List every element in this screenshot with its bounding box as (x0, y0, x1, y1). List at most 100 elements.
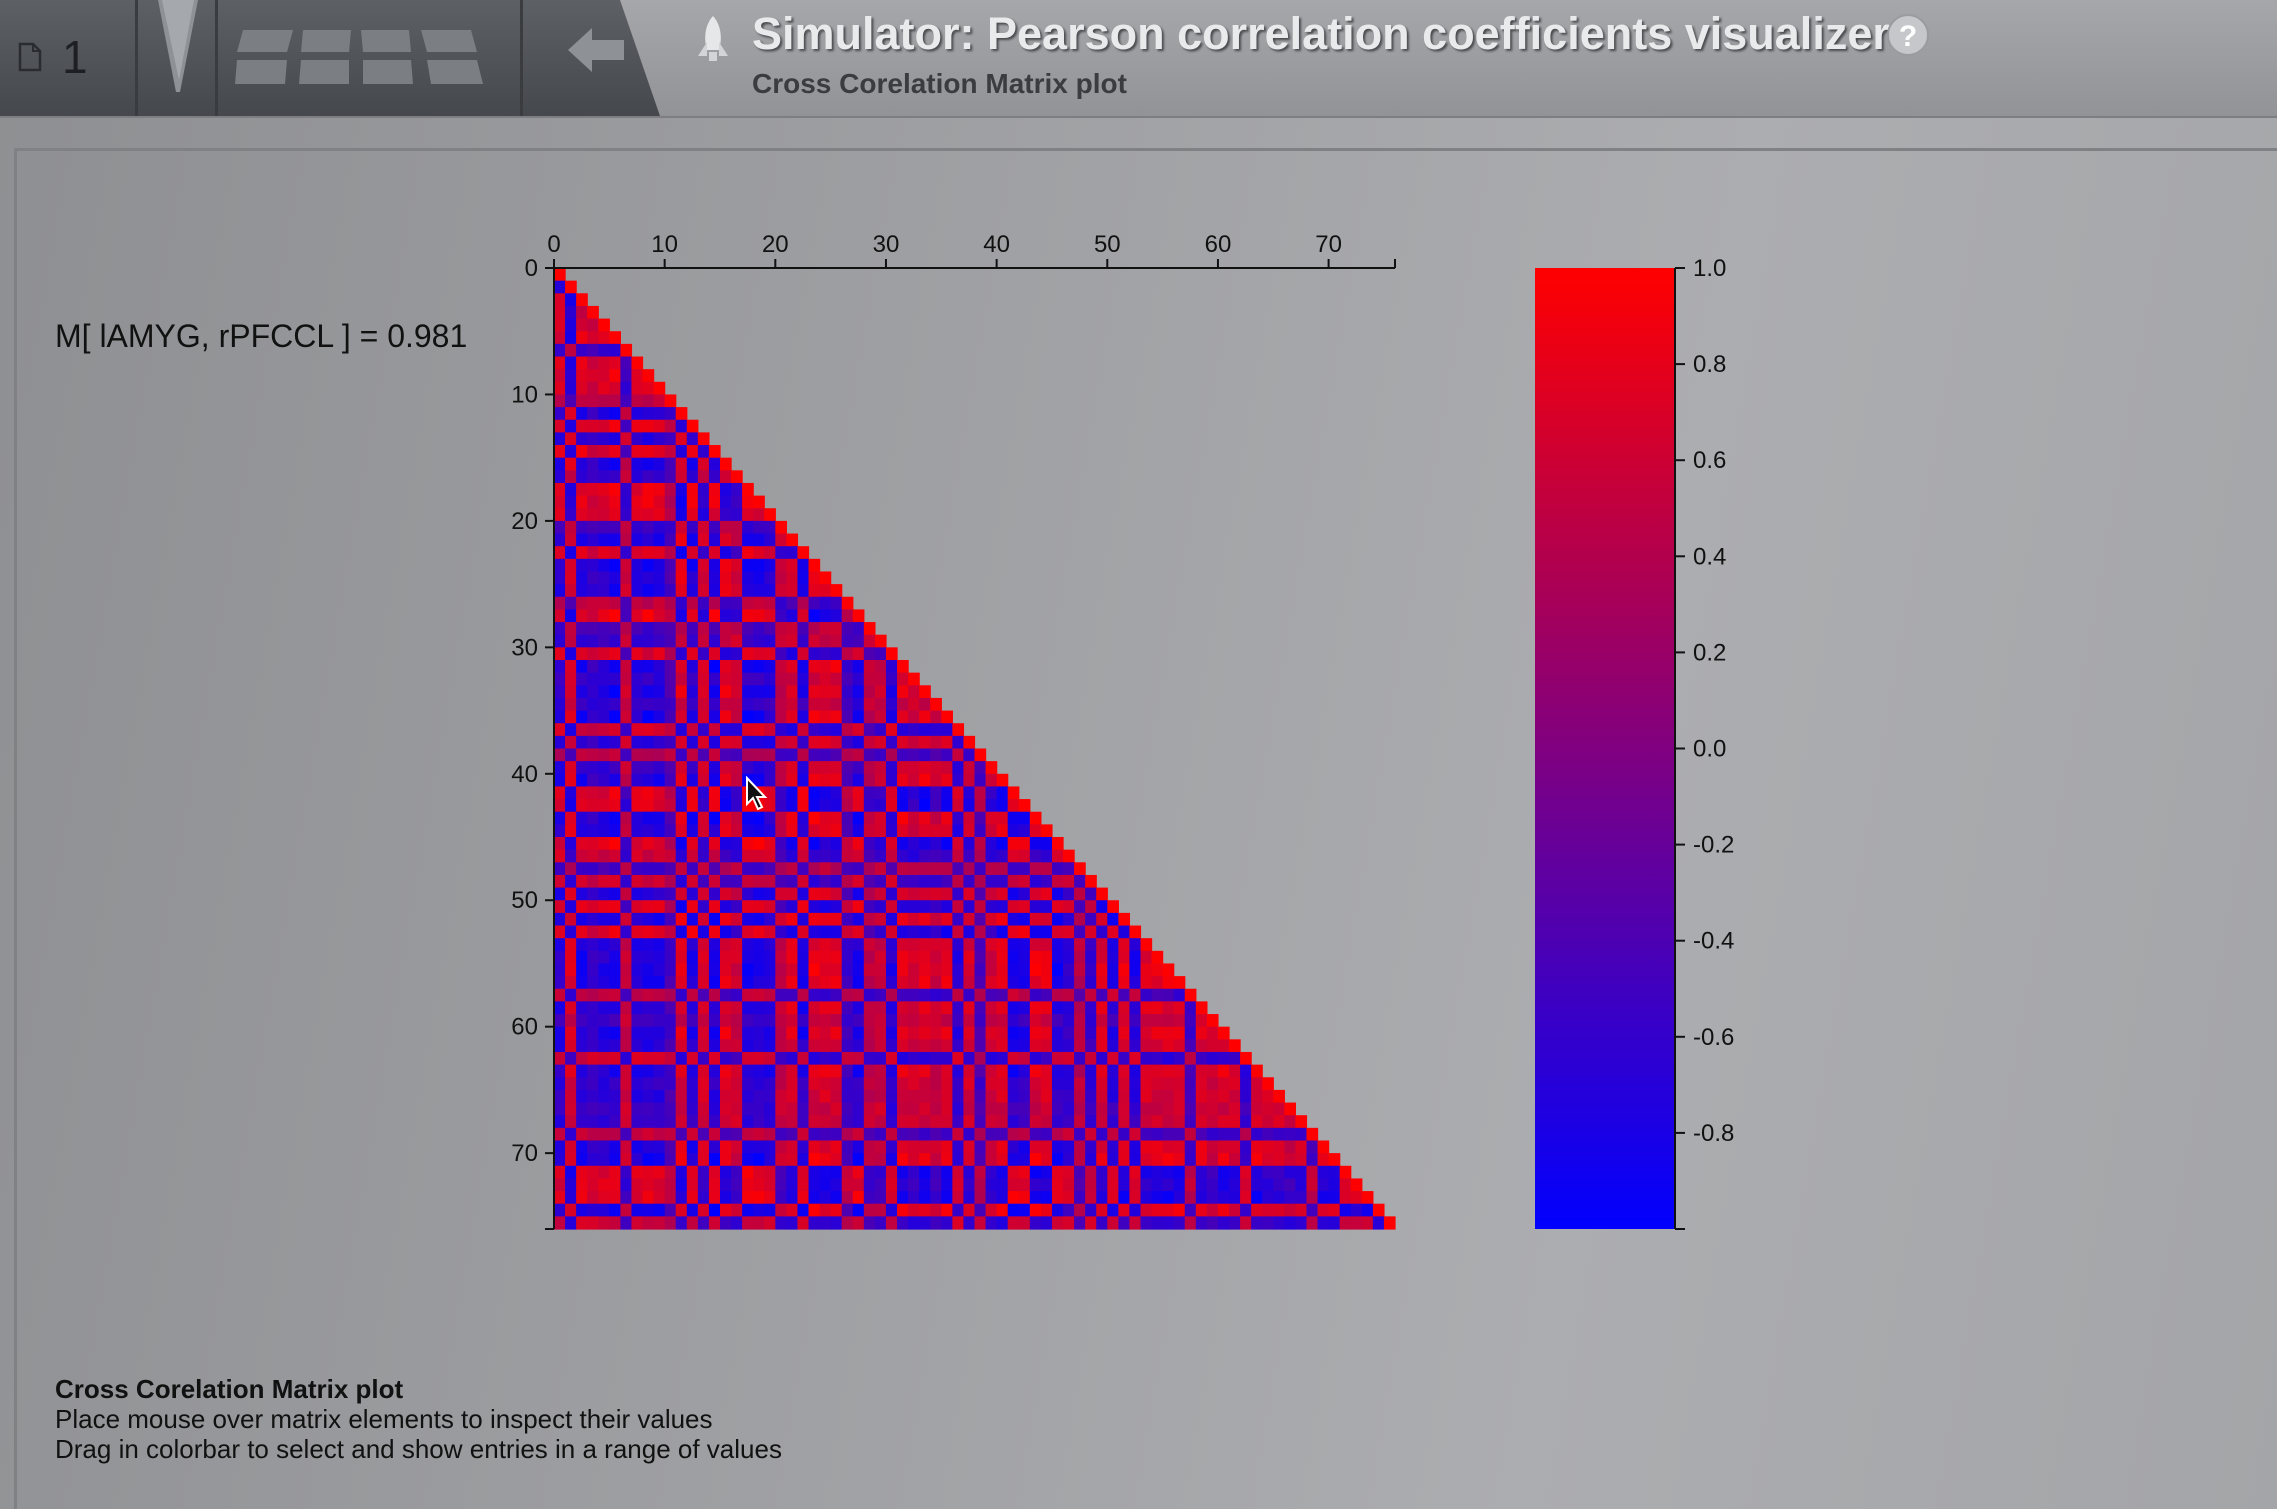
heatmap-cell[interactable] (731, 533, 743, 547)
heatmap-cell[interactable] (919, 1051, 931, 1066)
heatmap-cell[interactable] (631, 1089, 644, 1104)
heatmap-cell[interactable] (576, 1178, 588, 1192)
heatmap-cell[interactable] (874, 938, 887, 952)
heatmap-cell[interactable] (1184, 988, 1197, 1002)
heatmap-cell[interactable] (841, 862, 854, 876)
heatmap-cell[interactable] (642, 470, 655, 484)
heatmap-cell[interactable] (664, 773, 677, 788)
heatmap-cell[interactable] (686, 520, 699, 535)
heatmap-cell[interactable] (565, 533, 577, 547)
heatmap-cell[interactable] (996, 786, 1009, 800)
heatmap-cell[interactable] (731, 495, 743, 509)
heatmap-cell[interactable] (1018, 1127, 1031, 1142)
heatmap-cell[interactable] (885, 849, 898, 863)
heatmap-cell[interactable] (1184, 1077, 1197, 1091)
heatmap-cell[interactable] (708, 470, 721, 484)
heatmap-cell[interactable] (731, 571, 743, 585)
heatmap-cell[interactable] (897, 912, 909, 927)
heatmap-cell[interactable] (753, 596, 765, 610)
heatmap-cell[interactable] (675, 1203, 688, 1217)
heatmap-cell[interactable] (830, 925, 843, 939)
heatmap-cell[interactable] (963, 1216, 976, 1230)
heatmap-cell[interactable] (642, 1203, 655, 1217)
heatmap-cell[interactable] (1074, 887, 1086, 901)
heatmap-cell[interactable] (852, 1077, 865, 1091)
heatmap-cell[interactable] (963, 735, 976, 750)
heatmap-cell[interactable] (697, 622, 710, 636)
heatmap-cell[interactable] (1051, 1115, 1064, 1129)
heatmap-cell[interactable] (576, 634, 588, 648)
heatmap-cell[interactable] (841, 659, 854, 674)
heatmap-cell[interactable] (565, 761, 577, 775)
heatmap-cell[interactable] (587, 445, 599, 459)
heatmap-cell[interactable] (885, 672, 898, 686)
heatmap-cell[interactable] (874, 1165, 887, 1180)
heatmap-cell[interactable] (930, 976, 942, 990)
heatmap-cell[interactable] (819, 799, 832, 813)
heatmap-cell[interactable] (1096, 1191, 1108, 1205)
heatmap-cell[interactable] (598, 685, 610, 699)
heatmap-cell[interactable] (742, 735, 754, 750)
heatmap-cell[interactable] (930, 824, 942, 838)
heatmap-cell[interactable] (664, 622, 677, 636)
heatmap-cell[interactable] (697, 1191, 710, 1205)
heatmap-cell[interactable] (653, 482, 666, 497)
heatmap-cell[interactable] (919, 685, 931, 699)
heatmap-cell[interactable] (1118, 1191, 1131, 1205)
heatmap-cell[interactable] (753, 938, 765, 952)
heatmap-cell[interactable] (786, 622, 799, 636)
heatmap-cell[interactable] (708, 950, 721, 965)
heatmap-cell[interactable] (808, 609, 821, 623)
heatmap-cell[interactable] (841, 622, 854, 636)
heatmap-cell[interactable] (631, 761, 644, 775)
heatmap-cell[interactable] (664, 950, 677, 965)
heatmap-cell[interactable] (587, 508, 599, 522)
heatmap-cell[interactable] (708, 1216, 721, 1230)
heatmap-cell[interactable] (897, 786, 909, 800)
heatmap-cell[interactable] (631, 849, 644, 863)
heatmap-cell[interactable] (908, 1178, 920, 1192)
heatmap-cell[interactable] (554, 470, 566, 484)
heatmap-cell[interactable] (719, 457, 732, 471)
heatmap-cell[interactable] (1007, 811, 1020, 825)
heatmap-cell[interactable] (1129, 1089, 1142, 1104)
heatmap-cell[interactable] (919, 1203, 931, 1217)
heatmap-cell[interactable] (1074, 1026, 1086, 1040)
heatmap-cell[interactable] (852, 1001, 865, 1015)
heatmap-cell[interactable] (852, 735, 865, 750)
heatmap-cell[interactable] (1317, 1203, 1330, 1217)
heatmap-cell[interactable] (631, 445, 644, 459)
heatmap-cell[interactable] (1306, 1178, 1319, 1192)
heatmap-cell[interactable] (930, 1191, 942, 1205)
heatmap-cell[interactable] (930, 1178, 942, 1192)
heatmap-cell[interactable] (1107, 1203, 1119, 1217)
heatmap-cell[interactable] (1262, 1203, 1274, 1217)
heatmap-cell[interactable] (675, 761, 688, 775)
heatmap-cell[interactable] (1085, 1102, 1097, 1116)
heatmap-cell[interactable] (719, 811, 732, 825)
heatmap-cell[interactable] (985, 1089, 998, 1104)
heatmap-cell[interactable] (919, 912, 931, 927)
heatmap-cell[interactable] (1029, 1191, 1042, 1205)
heatmap-cell[interactable] (1118, 1178, 1131, 1192)
heatmap-cell[interactable] (874, 773, 887, 788)
heatmap-cell[interactable] (653, 457, 666, 471)
heatmap-cell[interactable] (719, 1039, 732, 1053)
heatmap-cell[interactable] (852, 1115, 865, 1129)
heatmap-cell[interactable] (1129, 1014, 1142, 1028)
heatmap-cell[interactable] (731, 1051, 743, 1066)
heatmap-cell[interactable] (620, 482, 633, 497)
heatmap-cell[interactable] (1162, 1102, 1175, 1116)
heatmap-cell[interactable] (631, 520, 644, 535)
heatmap-cell[interactable] (653, 862, 666, 876)
heatmap-cell[interactable] (996, 950, 1009, 965)
heatmap-cell[interactable] (786, 900, 799, 914)
heatmap-cell[interactable] (565, 305, 577, 320)
heatmap-cell[interactable] (863, 1140, 876, 1154)
heatmap-cell[interactable] (587, 925, 599, 939)
heatmap-cell[interactable] (1240, 1089, 1252, 1104)
heatmap-cell[interactable] (731, 1039, 743, 1053)
heatmap-cell[interactable] (819, 1102, 832, 1116)
heatmap-cell[interactable] (1251, 1216, 1263, 1230)
heatmap-cell[interactable] (653, 634, 666, 648)
